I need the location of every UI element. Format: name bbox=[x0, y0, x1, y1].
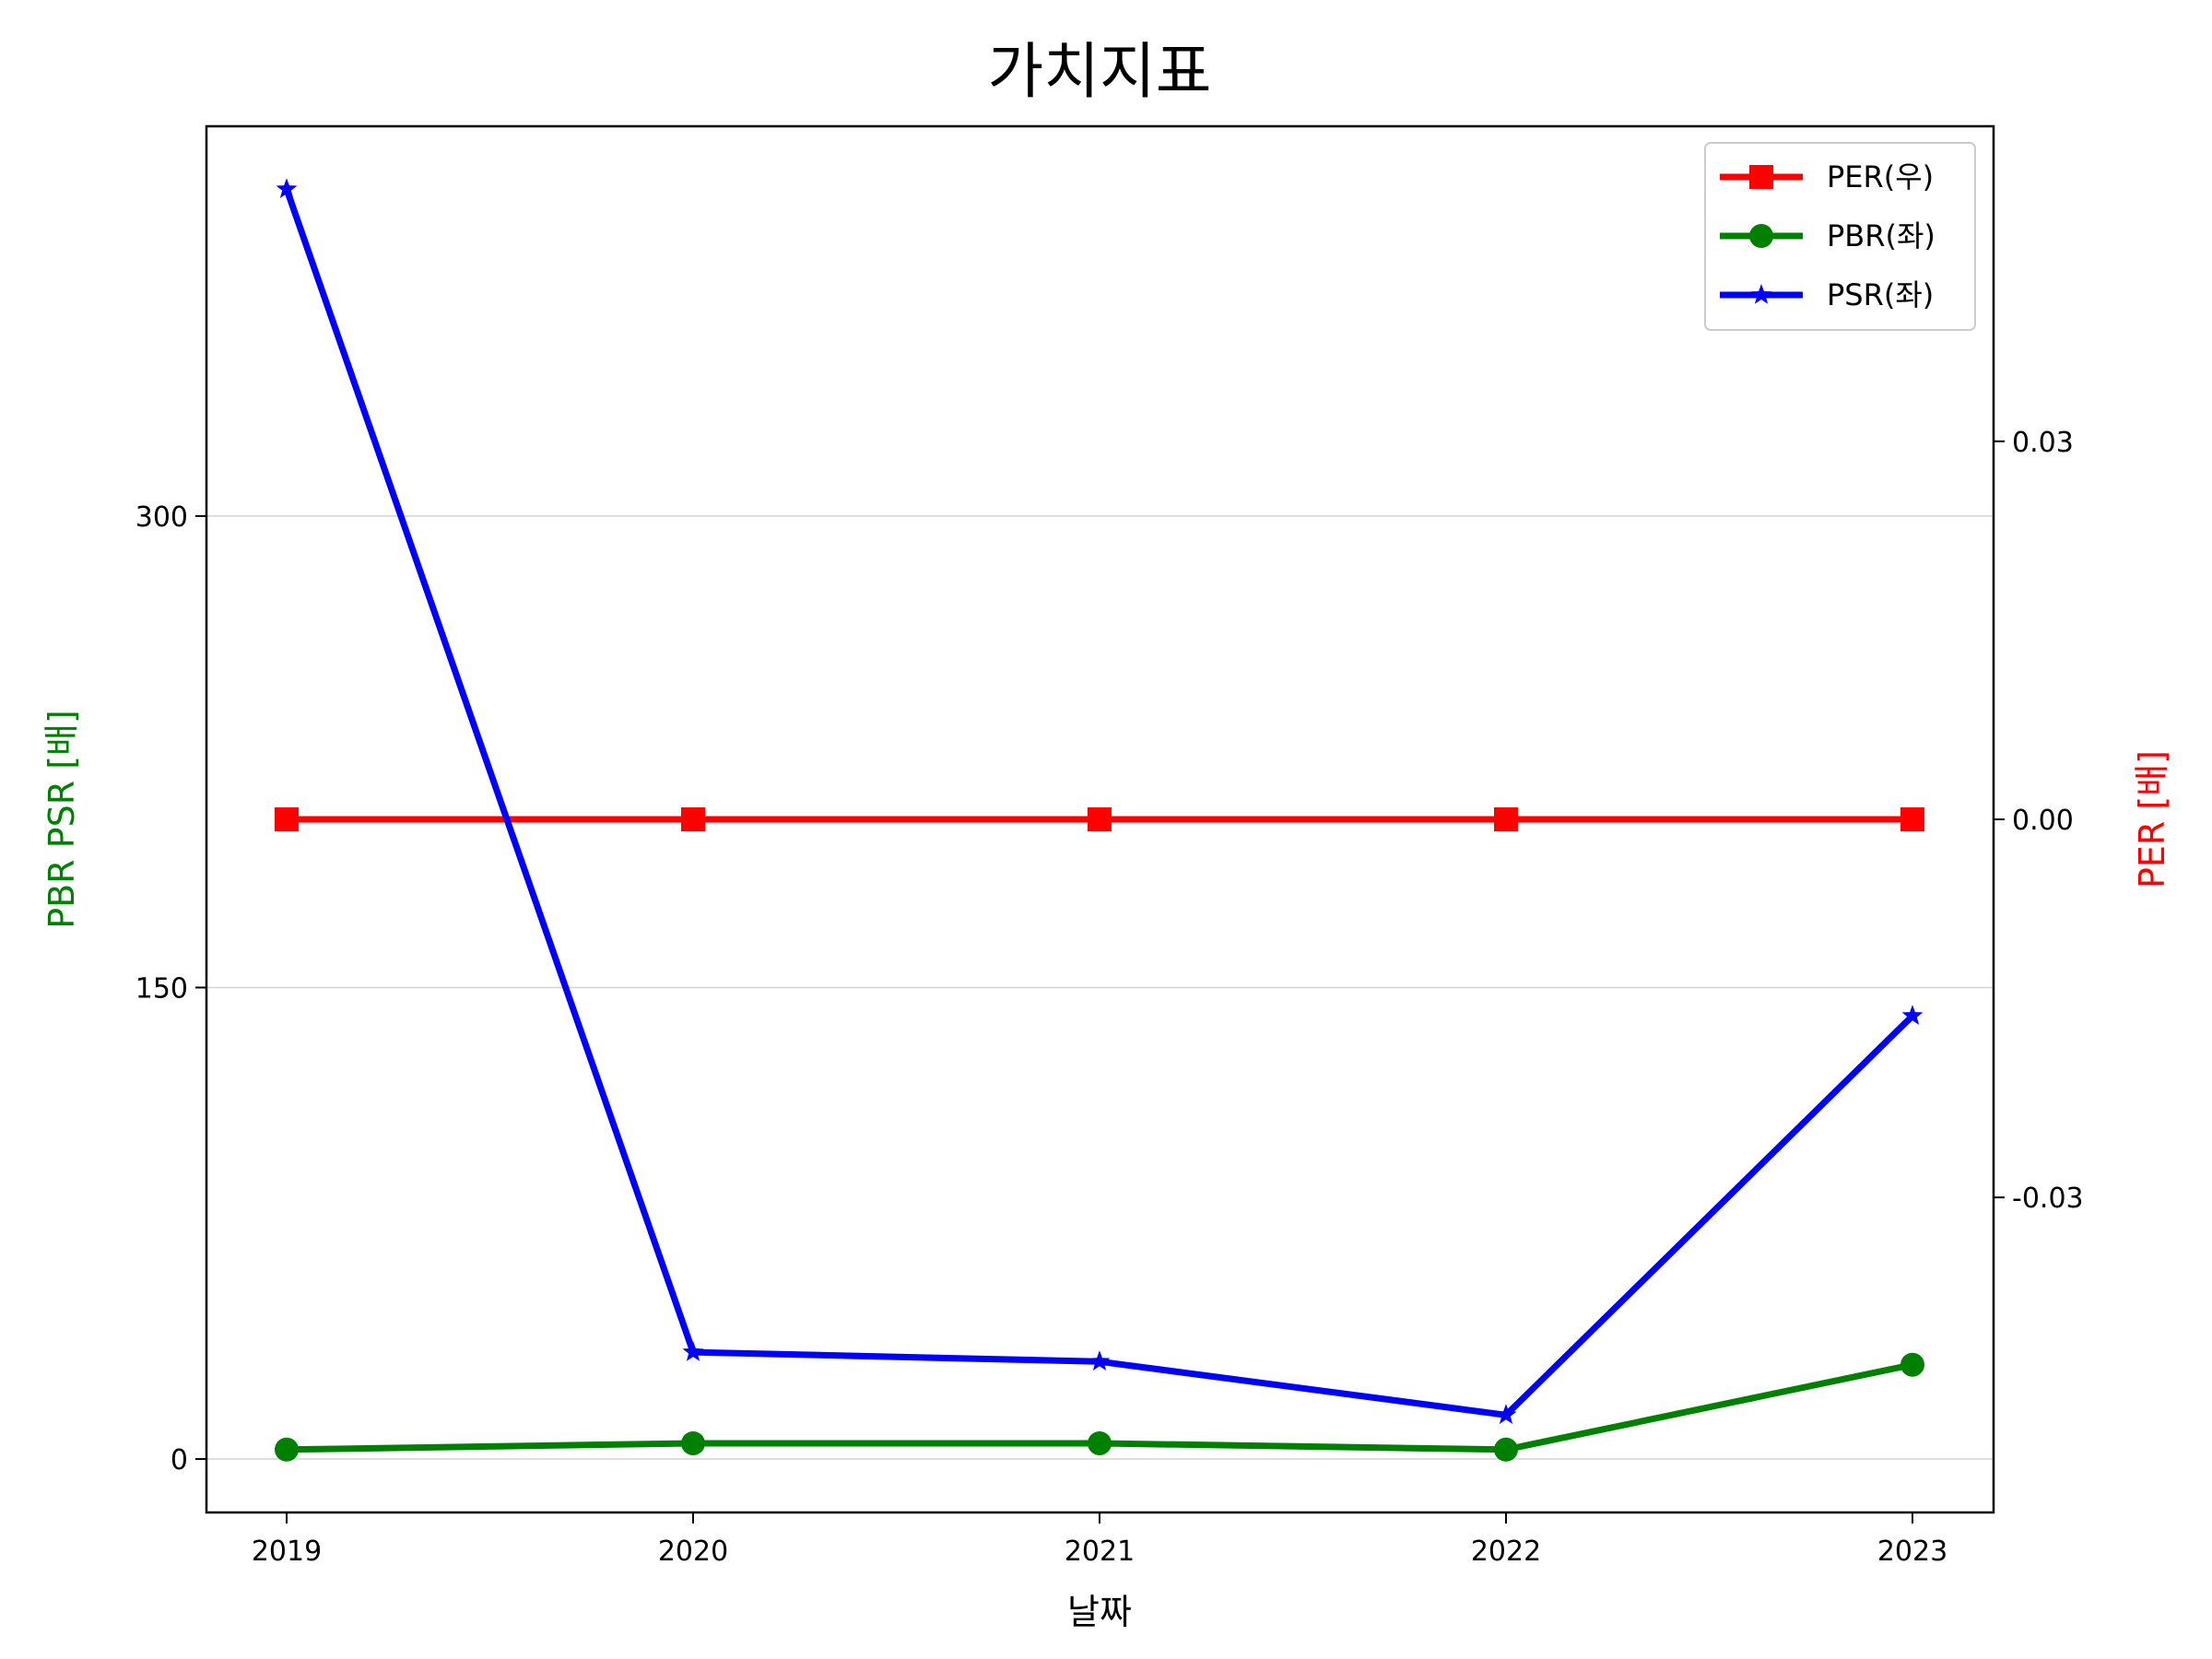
legend-label: PSR(좌) bbox=[1827, 277, 1934, 312]
y-left-tick-label: 0 bbox=[171, 1444, 188, 1477]
x-tick-label: 2022 bbox=[1471, 1535, 1541, 1568]
legend-marker bbox=[1749, 165, 1773, 189]
y-left-tick-label: 150 bbox=[135, 972, 188, 1005]
series-PER(우) bbox=[275, 807, 1924, 831]
data-point bbox=[1088, 807, 1112, 831]
y-axis-right-title: PER [배] bbox=[2132, 750, 2172, 888]
y-right-tick-label: -0.03 bbox=[2012, 1182, 2084, 1215]
data-point bbox=[275, 807, 299, 831]
data-point bbox=[1494, 807, 1518, 831]
x-tick-label: 2021 bbox=[1065, 1535, 1135, 1568]
data-point bbox=[681, 807, 705, 831]
data-point bbox=[1494, 1437, 1518, 1462]
legend-item: PBR(좌) bbox=[1720, 218, 1936, 253]
x-tick-label: 2023 bbox=[1877, 1535, 1947, 1568]
legend-label: PBR(좌) bbox=[1827, 218, 1936, 253]
data-point bbox=[1900, 807, 1924, 831]
grid-lines bbox=[206, 515, 1994, 1460]
y-axis-left-title: PBR PSR [배] bbox=[41, 710, 82, 929]
series-PSR(좌) bbox=[276, 178, 1924, 1424]
legend-box bbox=[1704, 142, 1976, 331]
legend-item: PSR(좌) bbox=[1720, 277, 1934, 312]
x-axis: 2019 2020 2021 2022 2023 bbox=[252, 1512, 1947, 1568]
series-line bbox=[283, 188, 1915, 1418]
series-PBR(좌) bbox=[275, 1352, 1924, 1462]
legend: PER(우) PBR(좌) PSR(좌) bbox=[1704, 142, 1976, 331]
legend-marker bbox=[1750, 284, 1772, 304]
chart-title: 가치지표 bbox=[988, 36, 1212, 107]
data-point bbox=[275, 1437, 299, 1462]
data-point bbox=[1495, 1404, 1517, 1424]
legend-marker bbox=[1749, 224, 1773, 248]
data-point bbox=[682, 1341, 704, 1361]
y-right-tick-label: 0.00 bbox=[2012, 805, 2074, 837]
legend-item: PER(우) bbox=[1720, 159, 1934, 194]
y-axis-right: -0.03 0.00 0.03 bbox=[1994, 427, 2084, 1215]
x-axis-title: 날짜 bbox=[1067, 1592, 1132, 1632]
data-point bbox=[1088, 1430, 1112, 1455]
y-right-tick-label: 0.03 bbox=[2012, 427, 2074, 459]
data-point bbox=[1088, 1350, 1111, 1371]
data-point bbox=[681, 1430, 705, 1455]
y-axis-left: 0 150 300 bbox=[135, 501, 206, 1477]
x-tick-label: 2020 bbox=[658, 1535, 728, 1568]
data-point bbox=[1900, 1352, 1924, 1377]
series-layer bbox=[275, 178, 1924, 1462]
data-point bbox=[276, 178, 298, 198]
x-tick-label: 2019 bbox=[252, 1535, 322, 1568]
data-point bbox=[1901, 1005, 1924, 1025]
legend-label: PER(우) bbox=[1827, 159, 1934, 194]
y-left-tick-label: 300 bbox=[135, 501, 188, 534]
